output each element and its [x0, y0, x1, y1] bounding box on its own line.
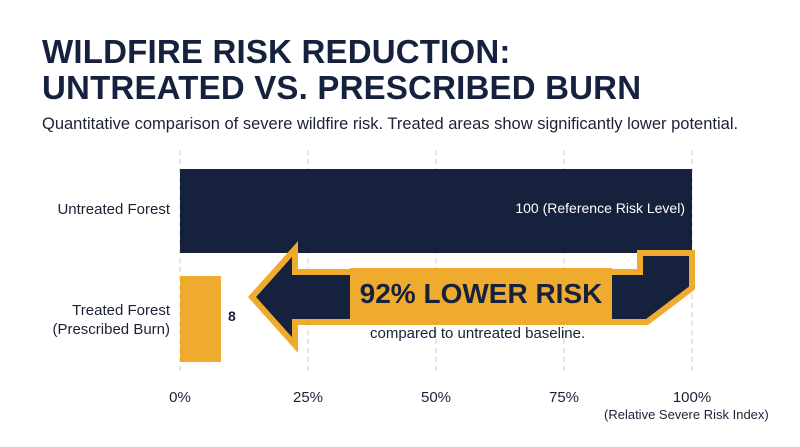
title-line-2: UNTREATED VS. PRESCRIBED BURN — [42, 69, 642, 106]
x-tick-label-75: 75% — [548, 389, 580, 406]
x-tick-label-100: 100% — [672, 389, 712, 406]
reduction-callout-text: 92% LOWER RISK — [359, 278, 603, 309]
category-label-treated: Treated Forest (Prescribed Burn) — [20, 301, 170, 339]
data-label-untreated: 100 (Reference Risk Level) — [515, 200, 685, 216]
x-axis-label: (Relative Severe Risk Index) — [604, 407, 769, 422]
category-label-untreated: Untreated Forest — [20, 200, 170, 219]
category-label-treated-line2: (Prescribed Burn) — [52, 321, 170, 338]
x-tick-label-50: 50% — [420, 389, 452, 406]
bar-treated — [180, 276, 221, 362]
data-label-treated: 8 — [228, 308, 236, 324]
chart-title: WILDFIRE RISK REDUCTION: UNTREATED VS. P… — [42, 34, 641, 106]
x-tick-label-25: 25% — [292, 389, 324, 406]
chart-subtitle: Quantitative comparison of severe wildfi… — [42, 115, 739, 133]
reduction-callout-box: 92% LOWER RISK — [350, 268, 612, 320]
category-label-untreated-text: Untreated Forest — [57, 201, 170, 218]
bar-untreated — [180, 169, 692, 253]
reduction-callout-subtext: compared to untreated baseline. — [370, 325, 586, 342]
x-tick-label-0: 0% — [169, 389, 191, 406]
title-line-1: WILDFIRE RISK REDUCTION: — [42, 33, 511, 70]
category-label-treated-line1: Treated Forest — [72, 302, 170, 319]
